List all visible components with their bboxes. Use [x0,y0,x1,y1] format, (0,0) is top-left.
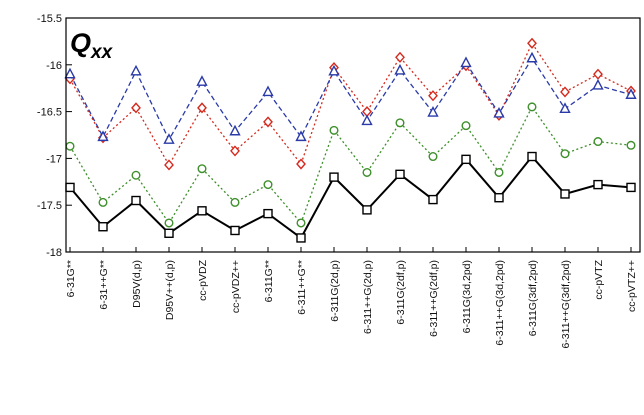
data-point-square [132,197,140,205]
data-point-diamond [396,53,404,62]
data-point-circle [165,219,173,227]
data-point-triangle [66,69,75,78]
x-category-label: 6-311++G** [296,260,308,315]
x-category-label: 6-311G(3df,2pd) [527,260,539,336]
y-tick-label: -18 [46,247,62,259]
data-point-square [231,226,239,234]
data-point-circle [198,165,206,173]
data-point-square [66,183,74,191]
data-point-circle [99,199,107,207]
data-point-triangle [528,53,537,62]
x-category-label: cc-pVTZ [593,259,605,299]
x-category-label: 6-31++G** [98,260,110,310]
x-category-label: cc-pVDZ [197,259,209,300]
data-point-circle [231,199,239,207]
data-point-circle [330,127,338,135]
data-point-diamond [594,70,602,79]
x-category-label: 6-311++G(3df,2pd) [560,260,572,349]
data-point-circle [132,171,140,179]
data-point-triangle [231,126,240,135]
x-category-label: 6-31G** [65,260,77,297]
x-category-label: 6-311G(2d,p) [329,260,341,322]
data-point-circle [396,119,404,127]
series-line [70,157,631,238]
data-point-circle [561,150,569,158]
data-point-square [429,196,437,204]
data-point-circle [297,219,305,227]
data-point-square [495,194,503,202]
title-main: Q [70,28,91,58]
data-point-circle [594,138,602,146]
x-category-label: 6-311++G(2df,p) [428,260,440,337]
data-point-circle [528,103,536,111]
data-point-square [363,206,371,214]
x-category-label: cc-pVTZ++ [626,260,638,312]
data-point-circle [627,141,635,149]
data-point-triangle [264,87,273,96]
x-category-label: D95V++(d,p) [164,260,176,320]
data-point-triangle [165,135,174,144]
series-square [66,153,635,242]
data-point-square [594,181,602,189]
y-tick-label: -16 [46,60,62,72]
x-category-label: cc-pVDZ++ [230,260,242,313]
title-subscript: xx [90,42,114,63]
data-point-triangle [363,116,372,125]
data-point-square [99,223,107,231]
x-category-label: 6-311G(3d,2pd) [461,260,473,333]
data-point-square [561,190,569,198]
x-category-label: 6-311++G(2d,p) [362,260,374,334]
panel-title: Qxx [70,28,114,63]
y-tick-label: -16.5 [37,107,62,119]
data-point-circle [462,122,470,130]
data-point-square [264,210,272,218]
x-category-label: 6-311G(2df,p) [395,260,407,325]
data-point-square [627,183,635,191]
data-point-square [330,173,338,181]
data-point-circle [495,169,503,177]
y-tick-label: -17 [46,153,62,165]
data-point-square [528,153,536,161]
series-layer [66,39,636,242]
series-triangle [66,53,636,143]
data-point-square [462,155,470,163]
data-point-triangle [594,80,603,89]
y-tick-label: -15.5 [37,13,62,25]
data-point-circle [363,169,371,177]
x-category-label: 6-311++G(3d,2pd) [494,260,506,346]
x-axis: 6-31G** 6-31++G** D95V(d,p) D95V++(d,p) cc-p… [65,247,638,349]
data-point-triangle [396,65,405,74]
series-line [70,107,631,223]
data-point-diamond [132,103,140,112]
data-point-diamond [165,160,173,169]
data-point-diamond [528,39,536,48]
data-point-triangle [132,66,141,75]
data-point-square [396,170,404,178]
data-point-square [165,229,173,237]
x-category-label: 6-311G** [263,260,275,302]
data-point-circle [66,142,74,150]
y-axis: -15.5 -16 -16.5 -17 -17.5 -18 [37,13,72,259]
y-tick-label: -17.5 [37,200,62,212]
series-circle [66,103,635,227]
data-point-circle [264,181,272,189]
data-point-triangle [198,77,207,86]
data-point-triangle [495,108,504,117]
x-category-label: D95V(d,p) [131,260,143,308]
data-point-square [297,234,305,242]
data-point-square [198,207,206,215]
series-line [70,43,631,165]
data-point-triangle [462,58,471,67]
data-point-circle [429,153,437,161]
